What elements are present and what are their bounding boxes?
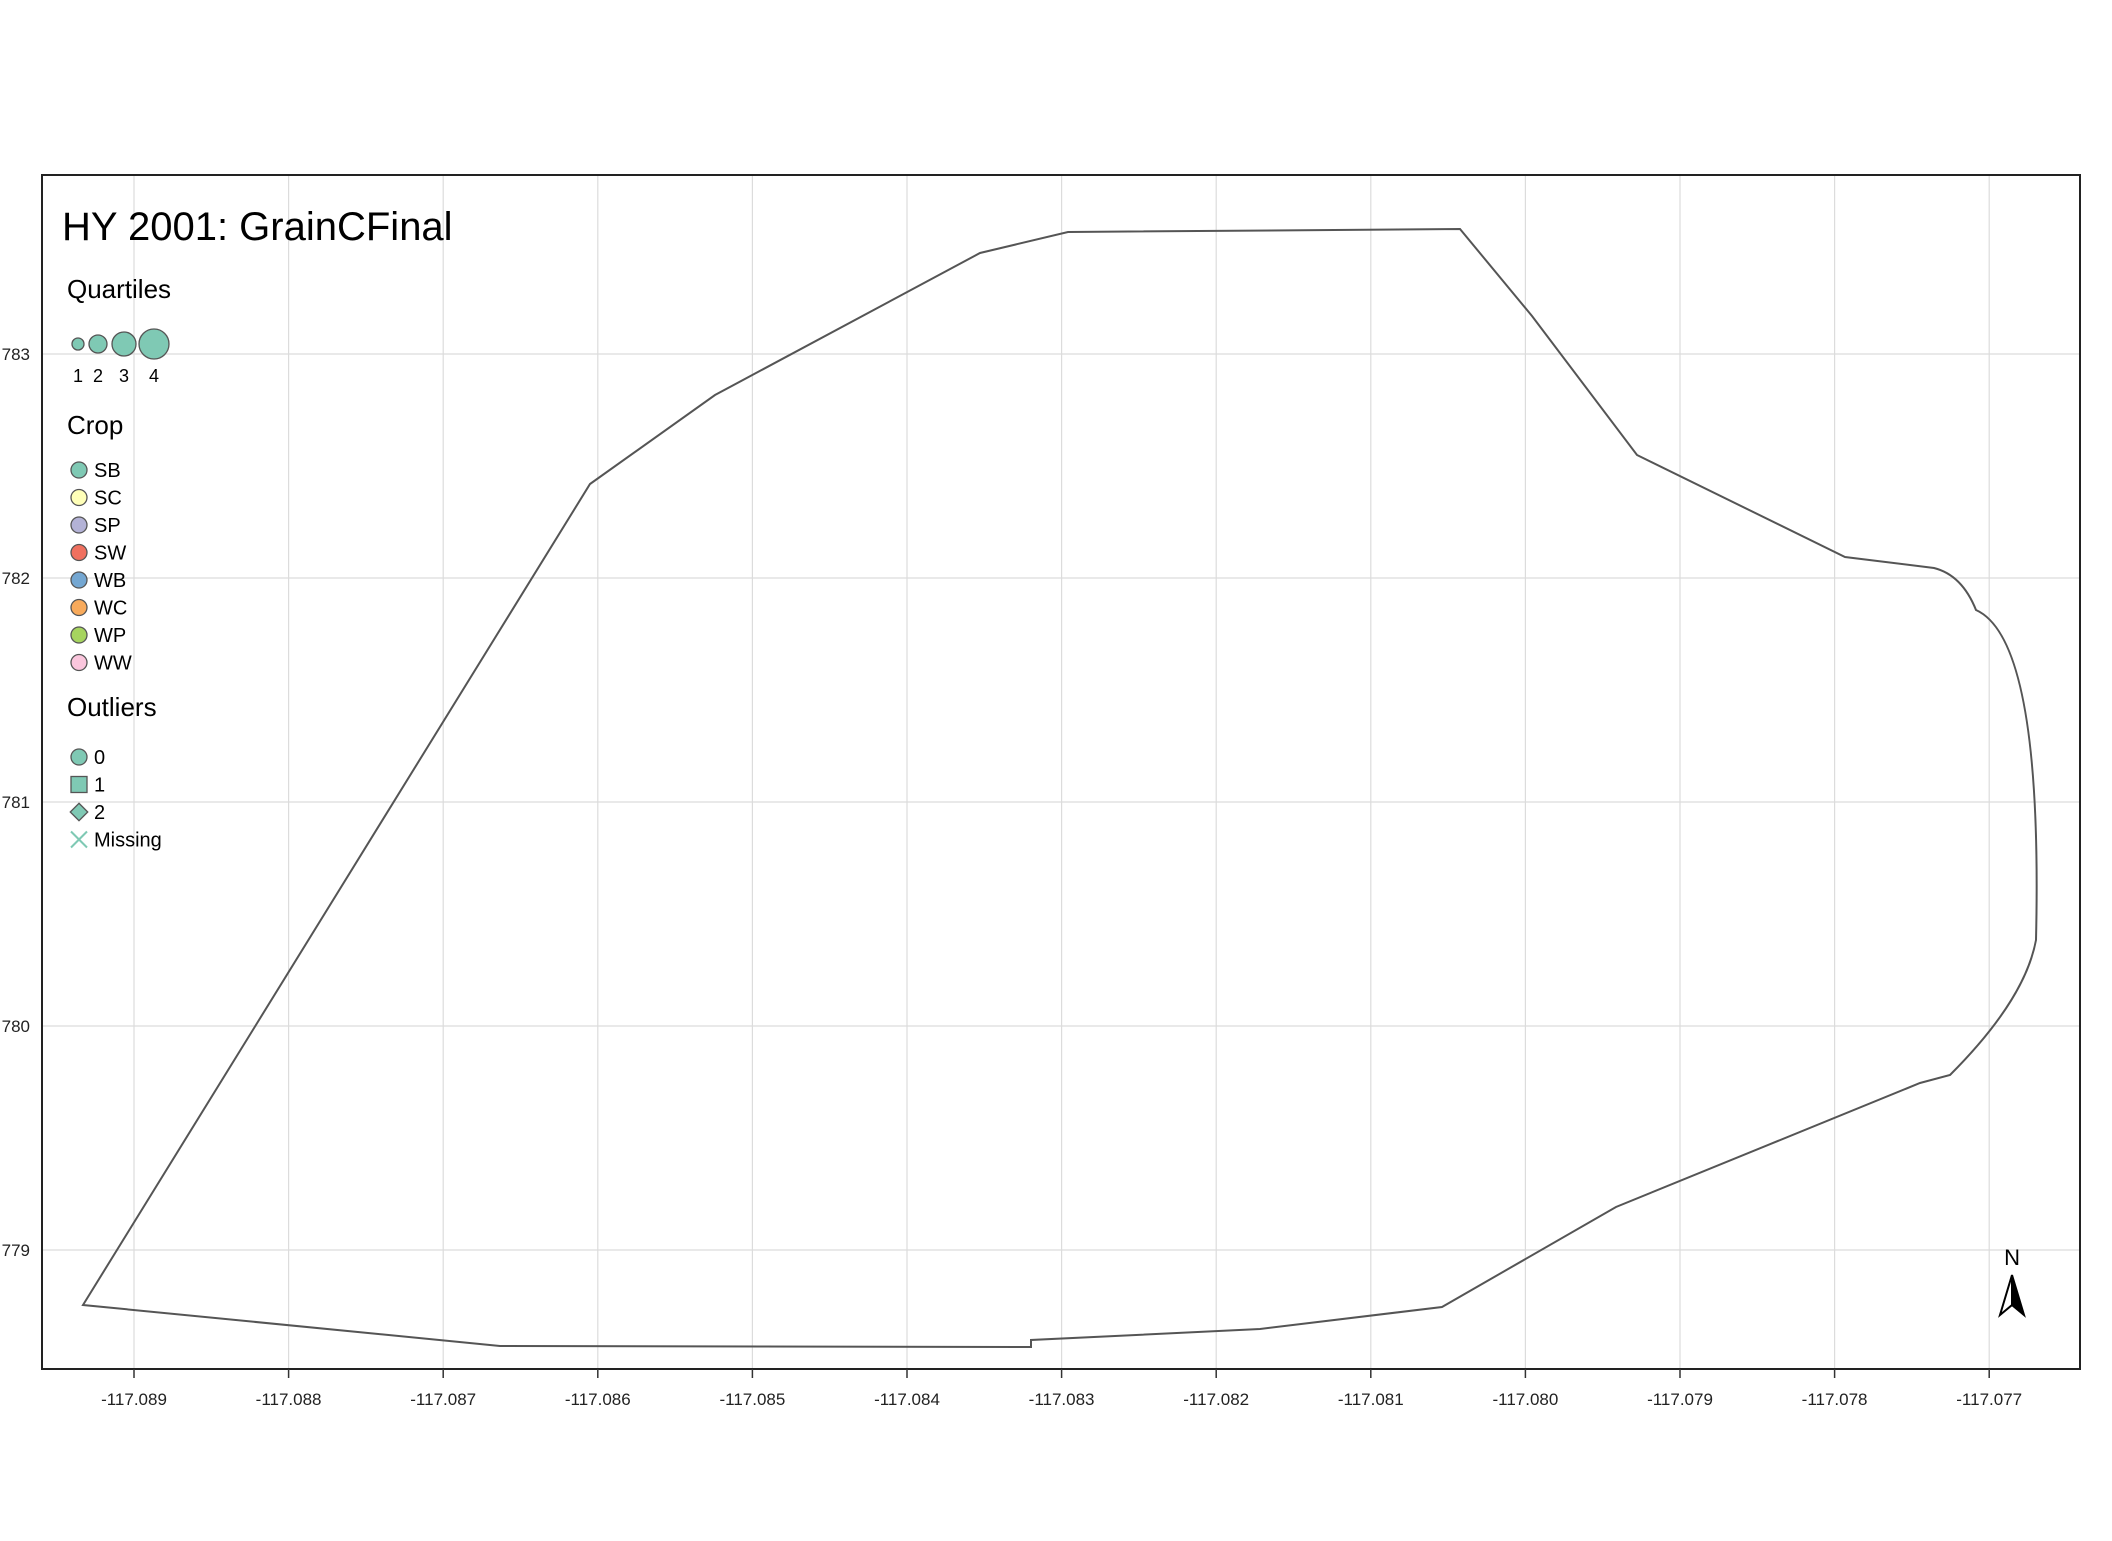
legend-crop-label: SC bbox=[94, 488, 122, 510]
x-tick-label: -117.077 bbox=[1956, 1390, 2022, 1409]
x-tick-label: -117.084 bbox=[874, 1390, 940, 1409]
y-tick-label: 783 bbox=[2, 345, 30, 364]
x-tick-label: -117.086 bbox=[565, 1390, 631, 1409]
legend-crop-swatch bbox=[70, 543, 88, 562]
x-tick-label: -117.082 bbox=[1183, 1390, 1249, 1409]
legend-crop-swatch bbox=[70, 653, 88, 672]
legend-quartile-label: 2 bbox=[93, 366, 103, 386]
y-tick-label: 780 bbox=[2, 1017, 30, 1036]
x-tick-label: -117.078 bbox=[1802, 1390, 1868, 1409]
legend-crop-swatch bbox=[70, 461, 88, 479]
legend-outlier-label: 0 bbox=[94, 747, 105, 769]
y-axis: 783 782 781 780 779 bbox=[2, 345, 30, 1260]
legend-outlier-symbol bbox=[70, 775, 88, 794]
legend-crop-label: WW bbox=[94, 653, 132, 675]
x-tick-label: -117.079 bbox=[1647, 1390, 1713, 1409]
north-label: N bbox=[2004, 1245, 2020, 1270]
x-tick-label: -117.085 bbox=[719, 1390, 785, 1409]
x-tick-label: -117.087 bbox=[410, 1390, 476, 1409]
legend-outlier-symbol bbox=[69, 802, 89, 822]
legend-crop-label: WP bbox=[94, 625, 126, 647]
x-tick-label: -117.080 bbox=[1492, 1390, 1558, 1409]
map-title: HY 2001: GrainCFinal bbox=[62, 205, 453, 249]
x-tick-label: -117.089 bbox=[101, 1390, 167, 1409]
y-tick-label: 781 bbox=[2, 793, 30, 812]
legend-outlier-label: 2 bbox=[94, 802, 105, 824]
y-tick-label: 779 bbox=[2, 1241, 30, 1260]
legend-quartile-symbol bbox=[71, 337, 85, 351]
x-axis: -117.089 -117.088 -117.087 -117.086 -117.085… bbox=[101, 1369, 2022, 1409]
legend-crop-label: SW bbox=[94, 543, 126, 565]
legend-outlier-label: Missing bbox=[94, 830, 162, 852]
legend-crop-swatch bbox=[70, 516, 88, 534]
legend-crop-swatch bbox=[70, 626, 88, 644]
legend-crop-swatch bbox=[70, 488, 88, 507]
x-tick-label: -117.083 bbox=[1029, 1390, 1095, 1409]
legend-quartile-symbol bbox=[138, 328, 170, 360]
legend-quartile-label: 1 bbox=[73, 366, 83, 386]
field-boundary bbox=[81, 227, 2038, 1349]
y-tick-label: 782 bbox=[2, 569, 30, 588]
legend-outlier-label: 1 bbox=[94, 775, 105, 797]
legend-crop-label: SB bbox=[94, 460, 121, 482]
legend-outliers: 0 1 2 Missing bbox=[69, 747, 162, 852]
legend-outlier-symbol bbox=[70, 830, 88, 849]
legend-outliers-heading: Outliers bbox=[67, 692, 157, 722]
legend-crop: SB SC SP SW WB WC WP WW bbox=[70, 460, 132, 675]
legend-crop-swatch bbox=[70, 598, 88, 617]
legend-quartile-symbol bbox=[88, 334, 108, 354]
legend-quartile-label: 4 bbox=[149, 366, 159, 386]
x-tick-label: -117.081 bbox=[1338, 1390, 1404, 1409]
legend-crop-swatch bbox=[70, 571, 88, 589]
legend-crop-label: WC bbox=[94, 598, 127, 620]
x-tick-label: -117.088 bbox=[256, 1390, 322, 1409]
graticule bbox=[43, 176, 2079, 1368]
legend-quartile-label: 3 bbox=[119, 366, 129, 386]
legend-crop-label: WB bbox=[94, 570, 126, 592]
legend-crop-heading: Crop bbox=[67, 410, 123, 440]
north-arrow-icon: N bbox=[1998, 1245, 2026, 1318]
legend-quartile-symbol bbox=[111, 331, 137, 357]
legend-outlier-symbol bbox=[70, 748, 88, 766]
legend-quartiles-heading: Quartiles bbox=[67, 274, 171, 304]
legend-crop-label: SP bbox=[94, 515, 121, 537]
